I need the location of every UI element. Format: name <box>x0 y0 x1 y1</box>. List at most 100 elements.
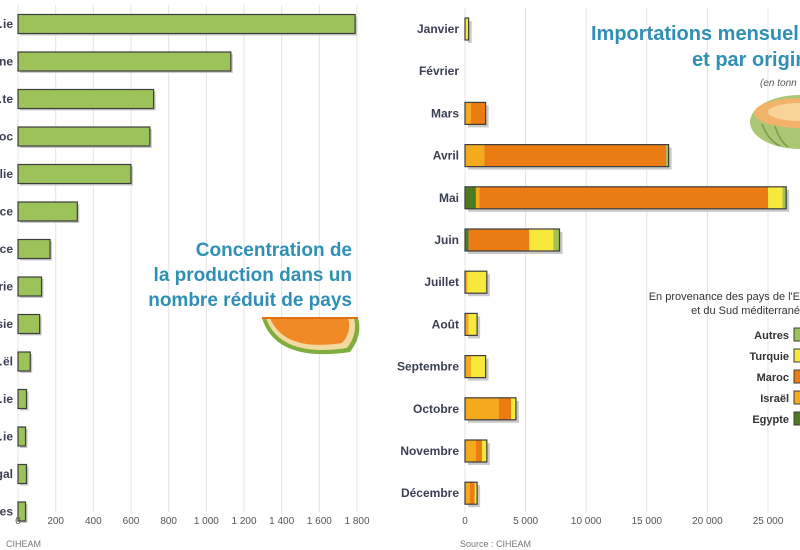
right-bar-segment <box>465 229 469 251</box>
left-title-line-3: nombre réduit de pays <box>148 290 352 311</box>
legend-label: Autres <box>754 330 789 342</box>
right-bars <box>464 17 790 508</box>
unit-note: (en tonn <box>760 78 797 89</box>
right-x-tick-label: 5 000 <box>513 516 538 527</box>
melon-half-icon <box>750 95 800 149</box>
right-bar-segment <box>465 313 469 336</box>
legend-label: Egypte <box>752 414 789 426</box>
left-bar <box>17 88 155 110</box>
right-bar-segment <box>553 229 560 251</box>
legend-swatch <box>793 348 800 363</box>
left-bar <box>17 13 356 35</box>
legend: En provenance des pays de l'E et du Sud … <box>649 291 800 426</box>
right-x-tick-label: 20 000 <box>692 516 723 527</box>
left-bar <box>17 201 78 222</box>
left-bar <box>17 388 28 410</box>
right-bar-segment <box>484 144 667 167</box>
right-title-line-2: et par origin <box>692 49 800 71</box>
left-bar <box>17 238 51 260</box>
right-bar-segment <box>465 102 472 125</box>
right-bar-outline <box>464 101 487 126</box>
left-source: CIHEAM <box>6 539 41 549</box>
left-bar <box>17 276 43 297</box>
right-title-line-1: Importations mensuelle <box>591 23 800 45</box>
right-category-label: Février <box>419 64 459 78</box>
right-category-label: Septembre <box>397 360 459 374</box>
left-x-tick-label: 400 <box>85 516 102 527</box>
right-category-label: Octobre <box>413 402 459 416</box>
left-category-label: …ie <box>0 392 13 406</box>
right-category-label: Avril <box>433 149 459 163</box>
right-category-label: Décembre <box>401 486 459 500</box>
legend-label: Turquie <box>749 351 789 363</box>
right-bar-outline <box>464 186 787 210</box>
left-x-tick-label: 600 <box>123 516 140 527</box>
right-category-label: Mai <box>439 191 459 205</box>
right-bar-segment <box>511 397 516 420</box>
left-bar <box>17 501 27 522</box>
left-bars <box>17 13 358 523</box>
left-category-labels: …ie …ne …te …oc …lie …ce …ce …rie …sie …ël …ie …ie …… <box>0 17 13 519</box>
left-category-label: …ie <box>0 17 13 31</box>
right-category-label: Novembre <box>400 444 459 458</box>
left-x-tick-label: 1 200 <box>231 516 256 527</box>
right-bar-outline <box>464 397 517 421</box>
left-bar <box>17 313 41 335</box>
right-bar-outline <box>464 270 488 294</box>
legend-swatch <box>793 327 800 342</box>
right-category-label: Janvier <box>417 22 459 36</box>
right-bar-segment <box>469 482 475 505</box>
right-bar-segment <box>666 144 669 167</box>
legend-swatch <box>793 390 800 405</box>
left-category-label: …ie <box>0 430 13 444</box>
left-x-axis: 0 200 400 600 800 1 000 1 200 1 400 1 600 1 800 <box>15 516 370 527</box>
right-bar-segment <box>474 482 478 505</box>
left-x-tick-label: 1 000 <box>194 516 219 527</box>
right-bar-segment <box>465 18 469 40</box>
right-bar-segment <box>467 271 487 294</box>
right-x-tick-label: 15 000 <box>632 516 663 527</box>
right-bar-outline <box>464 228 561 252</box>
left-bar <box>17 426 27 447</box>
right-bar-segment <box>782 186 787 209</box>
right-bar-segment <box>481 440 487 462</box>
legend-title-line-1: En provenance des pays de l'E <box>649 291 800 303</box>
right-bar-segment <box>471 102 486 125</box>
right-x-tick-label: 10 000 <box>571 516 602 527</box>
legend-items: Autres Turquie Maroc Israël Egypte <box>749 327 800 426</box>
left-x-tick-label: 1 400 <box>269 516 294 527</box>
left-category-label: …ce <box>0 242 13 256</box>
left-x-tick-label: 1 600 <box>307 516 332 527</box>
legend-swatch <box>793 369 800 384</box>
left-title-line-1: Concentration de <box>196 240 352 261</box>
legend-label: Israël <box>760 393 789 405</box>
left-x-tick-label: 200 <box>47 516 64 527</box>
right-bar-segment <box>768 186 783 209</box>
left-category-label: …ce <box>0 205 13 219</box>
right-bar-outline <box>464 355 487 379</box>
left-category-label: …rie <box>0 280 13 294</box>
left-category-label: …ël <box>0 355 13 369</box>
right-bar-segment <box>465 482 470 505</box>
right-bar-outline <box>464 17 470 41</box>
right-x-tick-label: 25 000 <box>753 516 784 527</box>
left-bar <box>17 351 31 372</box>
melon-slice-icon <box>262 317 360 355</box>
left-title-line-2: la production dans un <box>154 265 352 286</box>
left-bar <box>17 126 151 147</box>
right-bar-segment <box>468 313 478 336</box>
right-bar-segment <box>465 397 499 420</box>
left-category-label: …ne <box>0 55 13 69</box>
right-bar-segment <box>465 355 472 378</box>
right-category-label: Mars <box>431 106 459 120</box>
right-bar-segment <box>479 186 768 209</box>
left-category-label: …sie <box>0 317 13 331</box>
legend-swatch <box>793 411 800 426</box>
right-bar-outline <box>464 312 478 336</box>
right-bar-segment <box>465 186 476 209</box>
right-bar-segment <box>465 271 468 294</box>
left-x-tick-label: 0 <box>15 516 21 527</box>
right-category-label: Juin <box>434 233 459 247</box>
